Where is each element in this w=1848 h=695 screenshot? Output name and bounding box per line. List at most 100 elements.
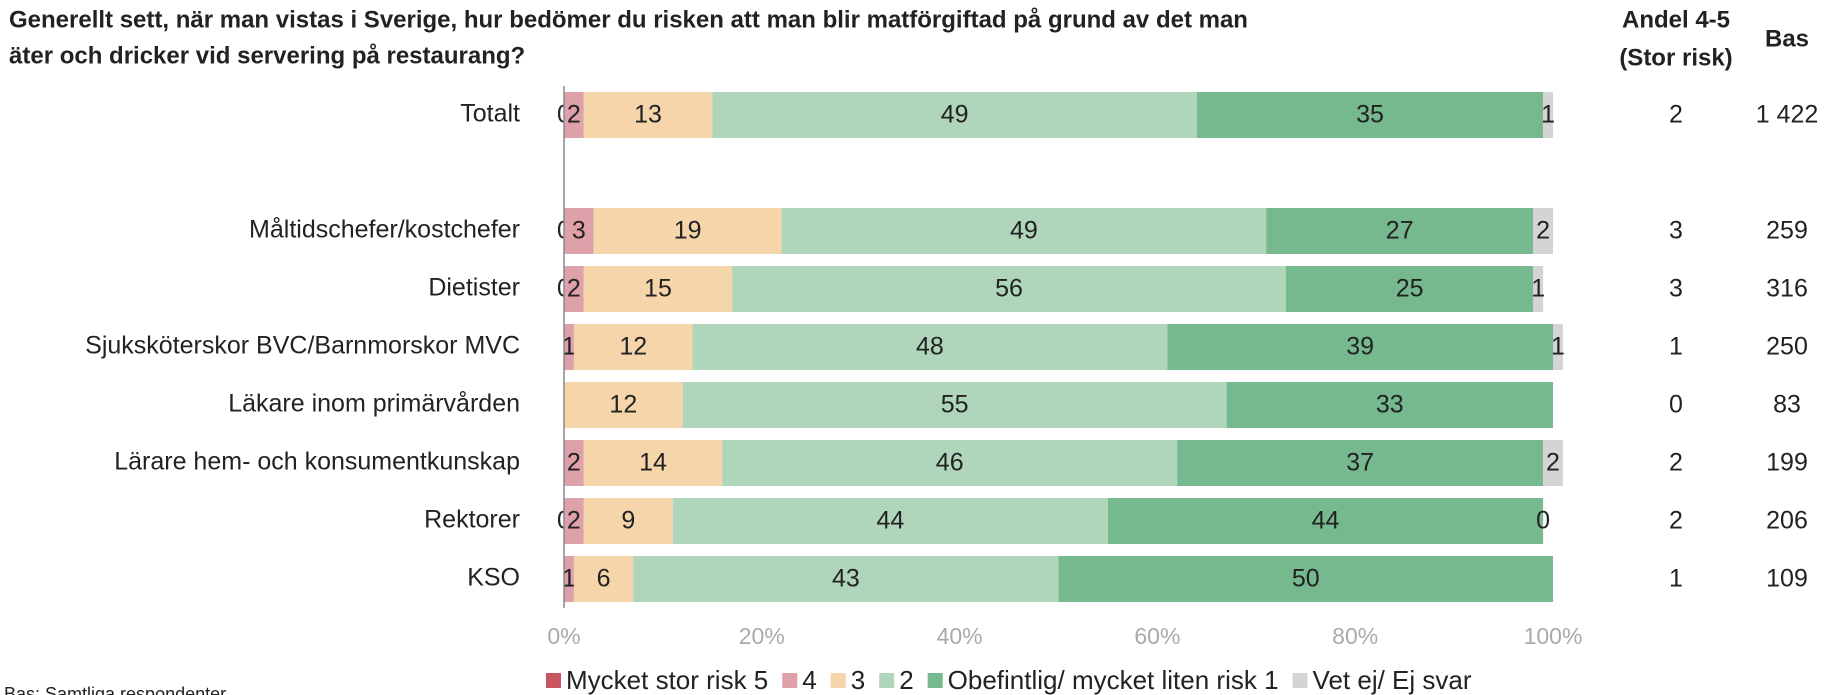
bar-segment	[1553, 324, 1563, 370]
bar-segment	[564, 324, 574, 370]
bar-segment	[781, 208, 1267, 254]
data-label: 13	[634, 101, 662, 129]
column-value: 1 422	[1756, 101, 1819, 129]
legend-label: Mycket stor risk 5	[566, 665, 768, 695]
data-label: 44	[1312, 507, 1340, 535]
bar-segment	[1533, 266, 1544, 312]
bar-segment	[593, 208, 782, 254]
column-value: 3	[1669, 275, 1683, 303]
data-label: 3	[572, 217, 586, 245]
column-value: 259	[1766, 217, 1808, 245]
y-tick-label: Totalt	[460, 100, 520, 128]
y-tick-label: Sjuksköterskor BVC/Barnmorskor MVC	[85, 332, 520, 360]
column-value: 316	[1766, 275, 1808, 303]
bar-segment	[722, 440, 1178, 486]
data-label: 14	[639, 449, 667, 477]
legend-swatch	[927, 673, 943, 688]
bar-segment	[732, 266, 1286, 312]
data-label: 33	[1376, 391, 1404, 419]
data-label: 2	[1546, 449, 1560, 477]
data-label: 2	[567, 275, 581, 303]
column-value: 206	[1766, 507, 1808, 535]
column-value: 3	[1669, 217, 1683, 245]
data-label: 55	[941, 391, 969, 419]
y-tick-label: Läkare inom primärvården	[228, 390, 520, 418]
bar-segment	[583, 266, 733, 312]
bar-segment	[573, 324, 693, 370]
column-header: (Stor risk)	[1619, 44, 1732, 71]
data-label: 37	[1346, 449, 1374, 477]
bar-segment	[682, 382, 1227, 428]
data-label: 39	[1346, 333, 1374, 361]
data-label: 50	[1292, 565, 1320, 593]
x-tick-label: 80%	[1332, 623, 1378, 649]
column-header: Bas	[1765, 25, 1809, 52]
x-tick-label: 100%	[1524, 623, 1583, 649]
column-value: 2	[1669, 101, 1683, 129]
bar-segment	[564, 208, 594, 254]
data-label: 1	[1551, 333, 1565, 361]
data-label: 56	[995, 275, 1023, 303]
y-tick-label: Rektorer	[424, 506, 520, 534]
data-label: 49	[1010, 217, 1038, 245]
y-tick-label: Måltidschefer/kostchefer	[249, 216, 520, 244]
bar-segment	[692, 324, 1168, 370]
column-value: 199	[1766, 449, 1808, 477]
column-value: 1	[1669, 333, 1683, 361]
column-value: 1	[1669, 565, 1683, 593]
bar-segment	[1167, 324, 1553, 370]
data-label: 12	[619, 333, 647, 361]
data-label: 35	[1356, 101, 1384, 129]
chart-title: Generellt sett, när man vistas i Sverige…	[9, 6, 1248, 33]
legend-swatch	[830, 673, 846, 688]
bar-segment	[1533, 208, 1553, 254]
column-value: 83	[1773, 391, 1801, 419]
bar-segment	[712, 92, 1197, 138]
data-label: 2	[567, 449, 581, 477]
data-label: 25	[1396, 275, 1424, 303]
y-tick-label: KSO	[467, 564, 520, 592]
y-tick-label: Lärare hem- och konsumentkunskap	[114, 448, 520, 476]
x-tick-label: 40%	[937, 623, 983, 649]
column-value: 250	[1766, 333, 1808, 361]
bar-segment	[1266, 208, 1534, 254]
data-label: 12	[609, 391, 637, 419]
legend-label: 2	[899, 665, 913, 695]
legend-swatch	[546, 673, 561, 688]
legend-label: Obefintlig/ mycket liten risk 1	[948, 665, 1279, 695]
data-label: 44	[876, 507, 904, 535]
data-label: 19	[674, 217, 702, 245]
data-label: 6	[597, 565, 611, 593]
data-label: 2	[1536, 217, 1550, 245]
bar-segment	[564, 440, 584, 486]
legend-swatch	[1292, 673, 1308, 688]
legend-label: 4	[802, 665, 816, 695]
bar-segment	[583, 440, 723, 486]
bar-segment	[1196, 92, 1544, 138]
data-label: 43	[832, 565, 860, 593]
data-label: 27	[1386, 217, 1414, 245]
bar-segment	[583, 498, 673, 544]
bar-segment	[1543, 440, 1563, 486]
column-header: Andel 4-5	[1622, 6, 1730, 33]
data-label: 1	[562, 333, 576, 361]
bar-segment	[564, 382, 683, 428]
footnote: Bas: Samtliga respondenter	[4, 684, 226, 695]
legend-swatch	[782, 673, 798, 688]
bar-segment	[672, 498, 1108, 544]
column-value: 2	[1669, 449, 1683, 477]
legend-label: 3	[851, 665, 865, 695]
bar-segment	[564, 498, 584, 544]
data-label: 2	[567, 101, 581, 129]
legend-label: Vet ej/ Ej svar	[1313, 665, 1472, 695]
bar-segment	[1226, 382, 1553, 428]
data-label: 49	[941, 101, 969, 129]
data-label: 46	[936, 449, 964, 477]
bar-segment	[573, 556, 634, 602]
bar-segment	[1543, 92, 1553, 138]
data-label: 1	[562, 565, 576, 593]
column-value: 109	[1766, 565, 1808, 593]
data-label: 15	[644, 275, 672, 303]
data-label: 48	[916, 333, 944, 361]
